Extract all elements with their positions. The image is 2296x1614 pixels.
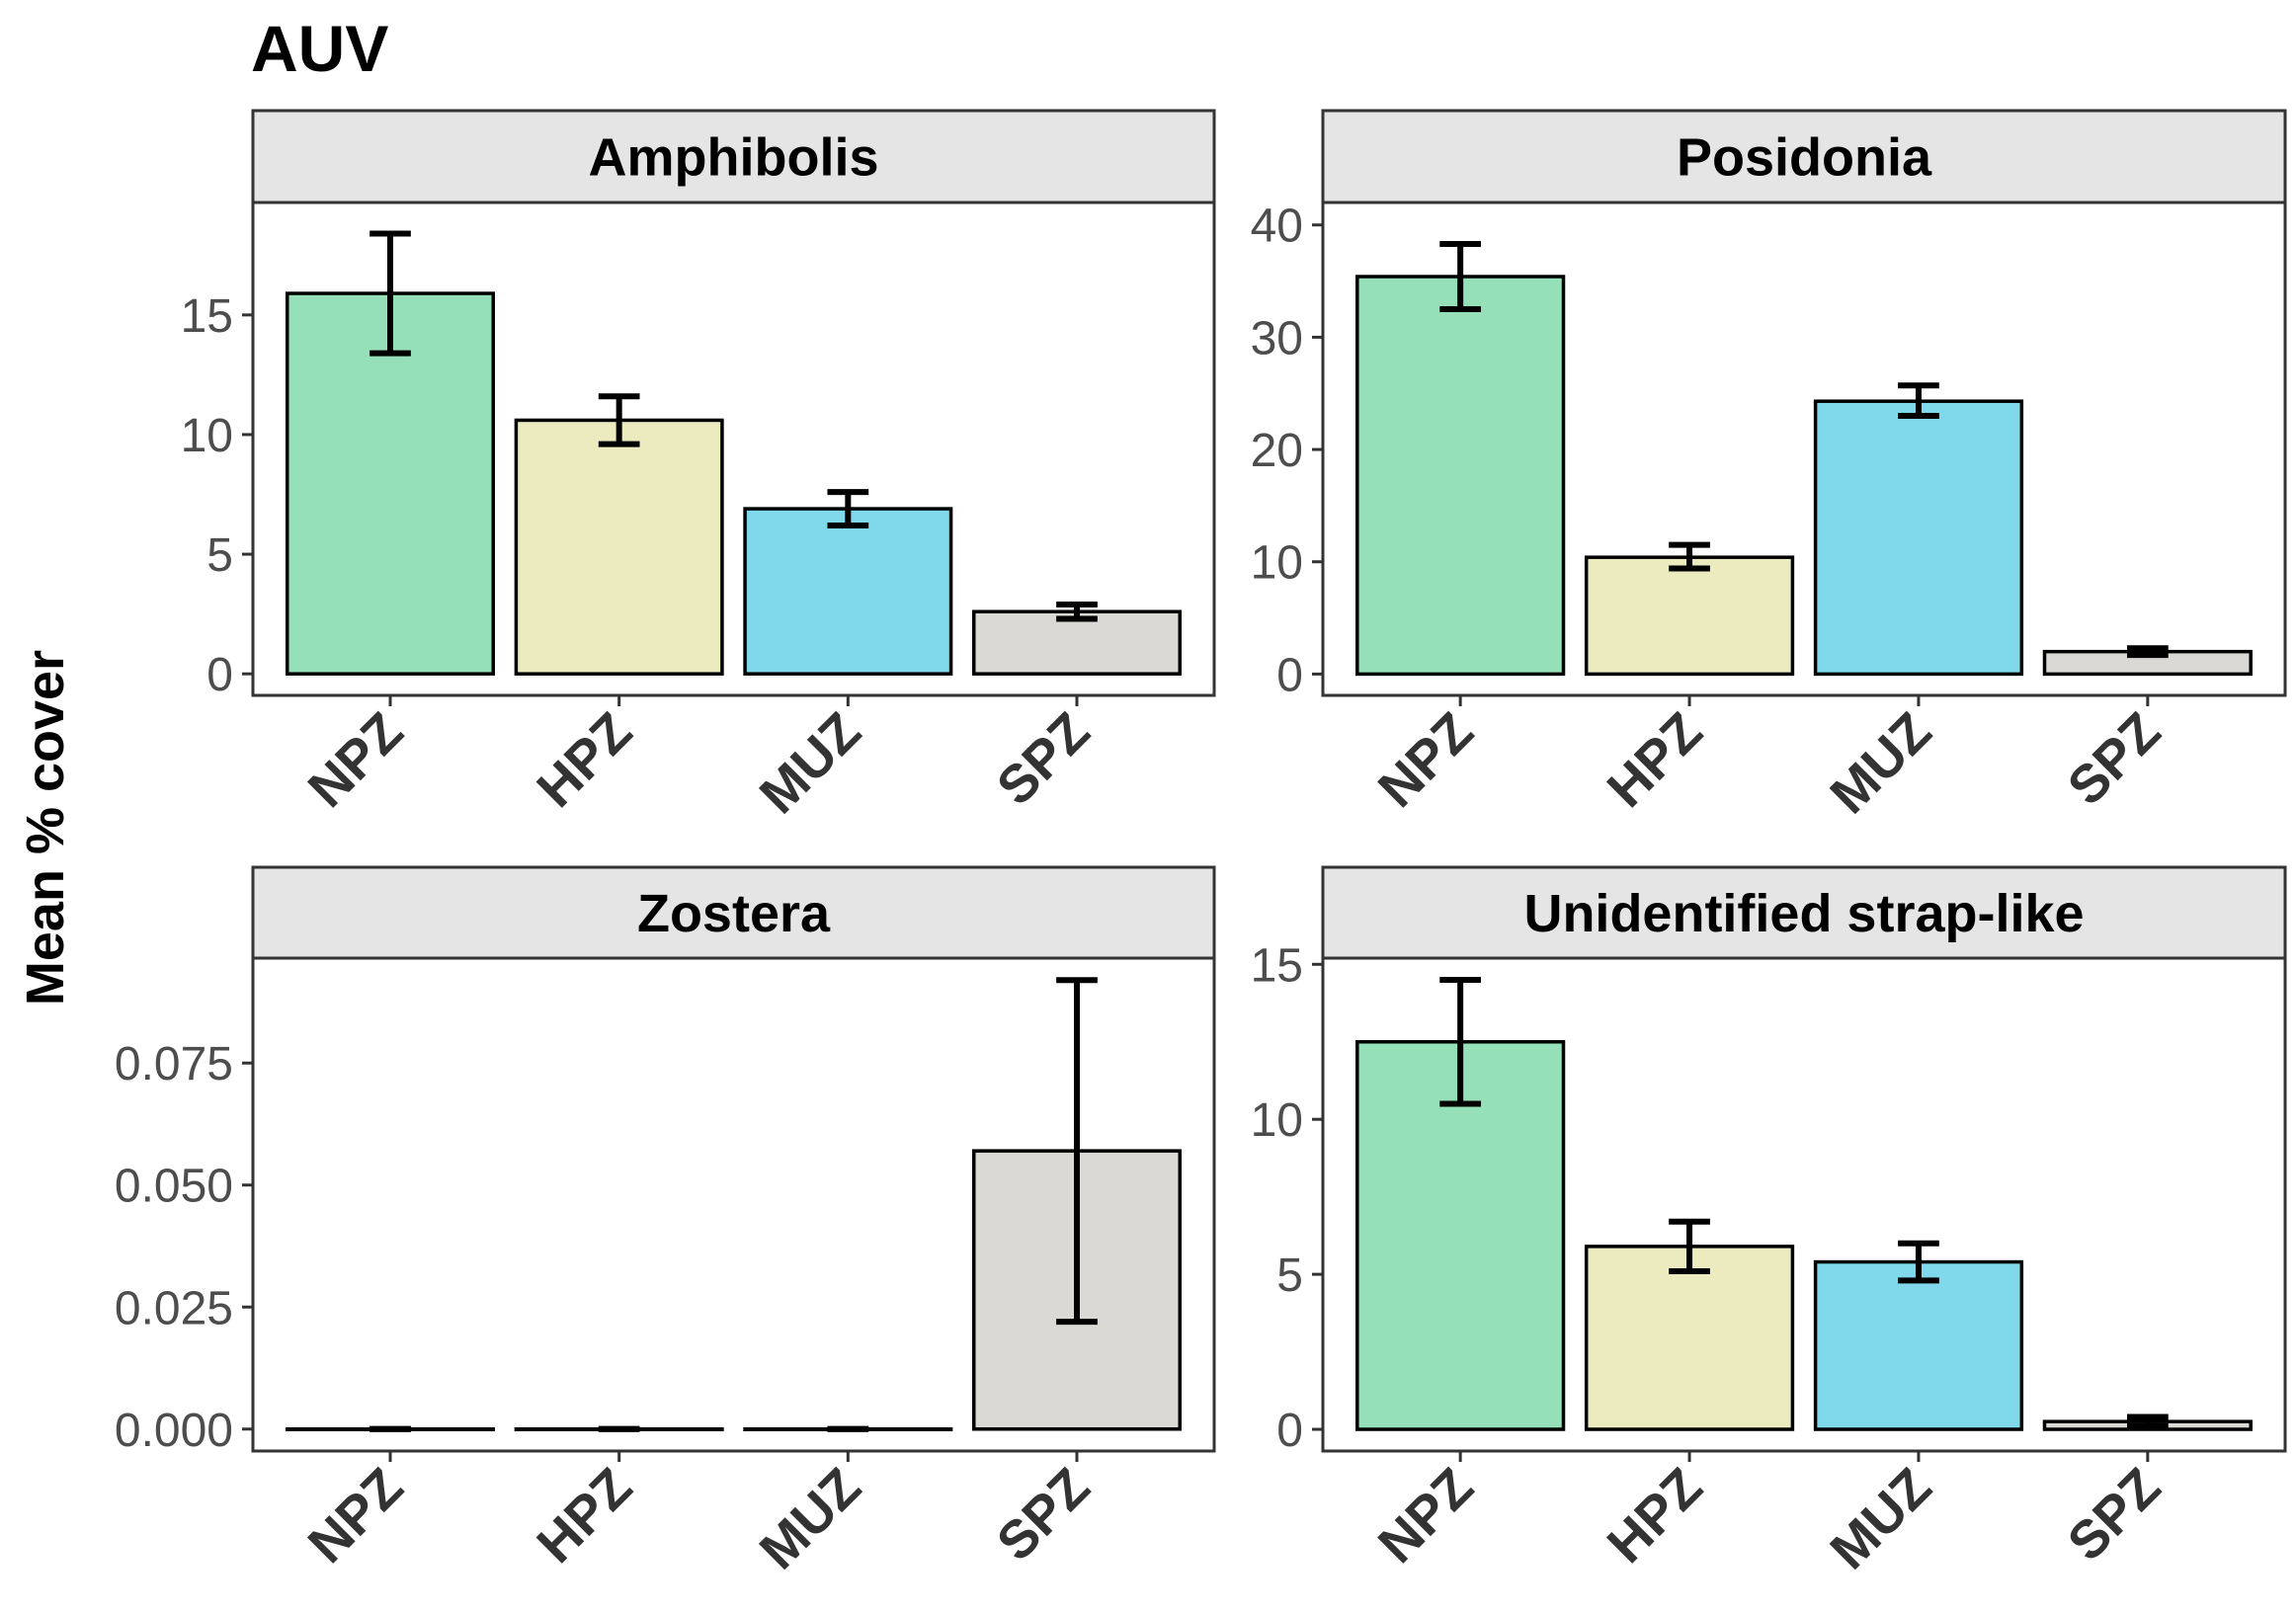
error-bar-npz <box>1439 241 1482 312</box>
bar-npz <box>1355 275 1566 677</box>
y-axis-label: Mean % cover <box>16 650 75 1006</box>
panel-border <box>1321 956 2287 1453</box>
y-tick-label: 0.075 <box>115 1038 233 1090</box>
facet-zostera: Zostera 0.000 0.025 0.050 0.075 NPZ HPZ MUZ SPZ <box>115 865 1216 1580</box>
error-bar-npz <box>1439 976 1482 1107</box>
x-tick-label: NPZ <box>1367 1457 1485 1574</box>
y-tick-label: 0.000 <box>115 1405 233 1457</box>
error-bar-spz <box>2126 645 2169 659</box>
x-tick-label: NPZ <box>1367 701 1485 819</box>
facet-unidentified-strap-like: Unidentified strap-like 0 5 10 15 NPZ HPZ MUZ SP… <box>1251 865 2287 1580</box>
y-tick-label: 40 <box>1251 201 1303 253</box>
x-tick-label: NPZ <box>297 1457 415 1574</box>
x-tick-label: HPZ <box>1597 1457 1714 1574</box>
y-tick-label: 10 <box>1251 537 1303 590</box>
facet-posidonia: Posidonia 0 10 20 30 40 NPZ HPZ MUZ SPZ <box>1251 109 2287 825</box>
x-tick-label: MUZ <box>749 1457 872 1580</box>
x-tick-label: HPZ <box>526 701 643 819</box>
facet-strip <box>251 865 1216 960</box>
error-bar-hpz <box>1669 541 1710 572</box>
error-bar-muz <box>1898 1240 1939 1284</box>
bar-hpz <box>1584 1245 1795 1431</box>
panel-border <box>251 201 1216 697</box>
facet-amphibolis: Amphibolis 0 5 10 15 NPZ HPZ MUZ SPZ <box>181 109 1216 825</box>
y-tick-label: 10 <box>181 410 233 462</box>
error-bar-hpz <box>598 393 640 447</box>
bar-hpz <box>514 418 724 676</box>
x-tick-label: MUZ <box>1819 701 1942 825</box>
x-tick-label: SPZ <box>2057 1457 2173 1573</box>
y-tick-label: 15 <box>1251 939 1303 992</box>
bar-muz <box>1813 399 2024 677</box>
facet-strip <box>1321 865 2287 960</box>
facet-panels: Amphibolis 0 5 10 15 NPZ HPZ MUZ SPZ Posidonia 0 10… <box>115 109 2287 1580</box>
y-tick-label: 0 <box>206 649 233 701</box>
y-tick-label: 15 <box>181 290 233 343</box>
y-tick-label: 5 <box>206 529 233 582</box>
facet-strip <box>1321 109 2287 204</box>
y-tick-label: 10 <box>1251 1094 1303 1147</box>
facet-strip-label: Posidonia <box>1677 128 1932 188</box>
x-tick-label: SPZ <box>986 701 1102 817</box>
chart-title: AUV <box>251 12 388 85</box>
error-bar-spz <box>1056 977 1098 1326</box>
bar-muz <box>1813 1259 2024 1431</box>
error-bar-npz <box>369 230 411 357</box>
facet-strip-label: Zostera <box>637 884 831 943</box>
bar-hpz <box>1584 555 1795 677</box>
error-bar-muz <box>1898 382 1939 419</box>
y-tick-label: 30 <box>1251 312 1303 364</box>
x-tick-label: SPZ <box>2057 701 2173 817</box>
bar-spz <box>972 609 1182 676</box>
facet-strip <box>251 109 1216 204</box>
x-tick-label: NPZ <box>297 701 415 819</box>
y-tick-label: 0.025 <box>115 1282 233 1334</box>
error-bar-spz <box>2126 1413 2169 1429</box>
y-tick-label: 0 <box>1276 1405 1303 1457</box>
y-tick-label: 0.050 <box>115 1161 233 1213</box>
x-tick-label: MUZ <box>749 701 872 825</box>
error-bar-spz <box>1056 601 1098 622</box>
x-tick-label: MUZ <box>1819 1457 1942 1580</box>
bar-muz <box>743 507 953 676</box>
error-bar-muz <box>827 489 869 529</box>
x-tick-label: HPZ <box>1597 701 1714 819</box>
y-tick-label: 0 <box>1276 649 1303 701</box>
y-tick-label: 5 <box>1276 1250 1303 1302</box>
panel-border <box>251 956 1216 1453</box>
y-tick-label: 20 <box>1251 425 1303 477</box>
error-bar-hpz <box>1669 1218 1710 1274</box>
facet-strip-label: Unidentified strap-like <box>1523 884 2084 943</box>
x-tick-label: SPZ <box>986 1457 1102 1573</box>
facet-strip-label: Amphibolis <box>589 128 879 188</box>
x-tick-label: HPZ <box>526 1457 643 1574</box>
